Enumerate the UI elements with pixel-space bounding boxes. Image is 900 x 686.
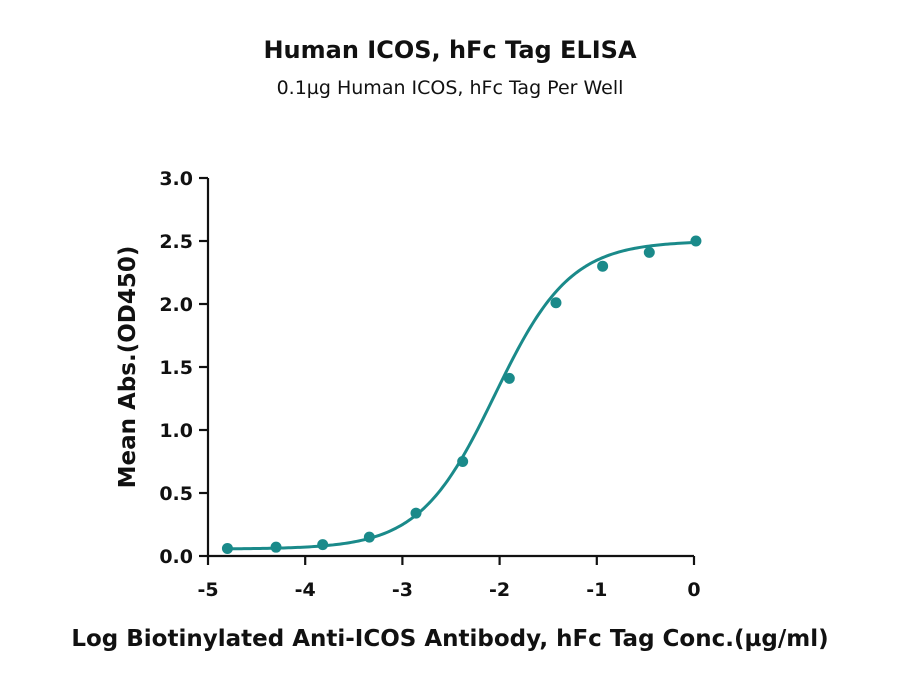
y-tick-label: 3.0	[159, 168, 193, 190]
data-point	[643, 246, 655, 258]
data-point	[550, 297, 562, 309]
data-point	[457, 456, 469, 467]
data-point	[597, 260, 609, 272]
x-tick-label: -2	[489, 579, 510, 601]
data-point	[363, 531, 375, 543]
data-point	[690, 235, 702, 247]
y-tick-label: 2.0	[159, 294, 193, 316]
chart-subtitle: 0.1µg Human ICOS, hFc Tag Per Well	[277, 77, 624, 99]
y-tick-label: 0.0	[159, 546, 193, 568]
x-tick-label: 0	[687, 579, 700, 601]
y-tick-label: 0.5	[159, 483, 193, 505]
data-series	[221, 235, 702, 554]
y-axis-label: Mean Abs.(OD450)	[115, 246, 141, 489]
x-tick-label: -5	[197, 579, 218, 601]
data-point	[410, 507, 422, 519]
data-point	[503, 372, 515, 384]
data-point	[317, 539, 329, 551]
y-tick-label: 2.5	[159, 231, 193, 253]
x-tick-label: -3	[392, 579, 413, 601]
fit-curve	[227, 240, 697, 551]
data-point	[221, 542, 233, 554]
data-point	[270, 541, 282, 553]
y-tick-label: 1.5	[159, 357, 193, 379]
x-axis-label: Log Biotinylated Anti-ICOS Antibody, hFc…	[71, 626, 828, 652]
x-tick-label: -4	[295, 579, 316, 601]
x-tick-label: -1	[586, 579, 607, 601]
axes: 0.0 0.5 1.0 1.5 2.0 2.5 3.0 -5 -4 -3 -2 -1 0	[159, 168, 700, 601]
chart-title: Human ICOS, hFc Tag ELISA	[263, 36, 636, 64]
y-tick-label: 1.0	[159, 420, 193, 442]
